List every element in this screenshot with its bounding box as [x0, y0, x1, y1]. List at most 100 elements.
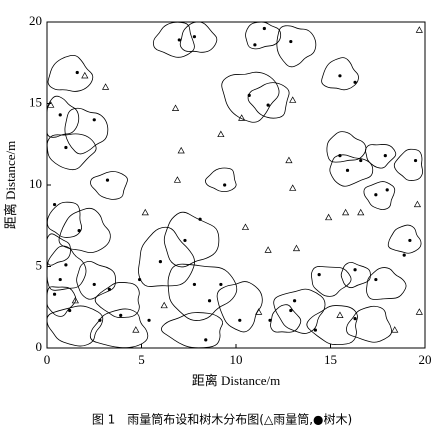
rain-gauge-marker	[141, 208, 149, 216]
tree-marker	[345, 168, 350, 172]
tree-marker	[204, 338, 208, 342]
crown-outline	[163, 211, 220, 268]
crown-outline	[89, 308, 149, 349]
rain-gauge-marker	[285, 156, 293, 164]
tree-marker	[52, 292, 57, 296]
crown-outline	[94, 282, 140, 318]
tree-marker	[238, 318, 242, 322]
tree-marker	[107, 287, 111, 291]
crown-outline	[363, 181, 396, 210]
crown-outline	[46, 201, 83, 238]
crown-outline	[340, 261, 371, 289]
crown-outline	[90, 171, 128, 200]
rain-gauge-marker	[238, 114, 246, 121]
rain-gauge-marker	[81, 71, 89, 79]
rain-gauge-marker	[289, 184, 297, 191]
rain-gauge-marker	[336, 311, 344, 318]
tree-marker	[262, 26, 266, 31]
tree-marker	[64, 263, 68, 267]
tree-marker	[317, 273, 321, 277]
tree-marker	[183, 238, 187, 243]
crown-outline	[245, 21, 282, 50]
tree-marker	[359, 158, 363, 163]
crown-outline	[64, 107, 109, 155]
tree-marker	[338, 74, 342, 78]
tree-marker	[52, 202, 57, 207]
rain-gauge-marker	[171, 104, 180, 111]
x-tick-label: 0	[44, 352, 51, 367]
rain-gauge-marker	[132, 326, 140, 333]
crown-outline	[276, 25, 317, 68]
tree-marker	[313, 328, 317, 332]
tree-marker	[353, 317, 357, 321]
rain-gauge-marker	[160, 301, 168, 309]
tree-marker	[105, 178, 110, 182]
crown-outline	[46, 245, 87, 291]
crown-outline	[46, 233, 71, 266]
tree-marker	[219, 282, 223, 287]
tree-marker	[158, 260, 162, 264]
tree-marker	[58, 113, 62, 117]
crown-outline	[366, 267, 407, 300]
rain-gauge-marker	[357, 208, 365, 216]
crown-outline	[346, 305, 393, 343]
crown-outline	[152, 21, 195, 58]
crown-outline	[76, 260, 117, 300]
rain-gauge-marker	[264, 246, 272, 253]
x-tick-label: 20	[419, 352, 432, 367]
rain-gauge-marker	[391, 326, 399, 333]
tree-marker	[58, 277, 62, 282]
crown-outline	[270, 304, 302, 333]
rain-gauge-marker	[413, 200, 422, 208]
crown-outline	[247, 82, 290, 119]
tree-marker	[408, 238, 412, 243]
crown-outline	[179, 21, 218, 53]
tree-marker	[292, 299, 297, 303]
crown-outline	[387, 224, 422, 254]
rain-gauge-marker	[177, 146, 185, 154]
rain-gauge-marker	[217, 130, 225, 138]
tree-marker	[268, 318, 272, 322]
crown-outline	[306, 305, 358, 346]
tree-marker	[98, 318, 102, 322]
tree-marker	[192, 35, 197, 39]
crown-outline	[167, 263, 238, 321]
crown-outline	[310, 266, 352, 297]
tree-marker	[177, 38, 181, 42]
crown-outline	[47, 54, 94, 92]
tree-marker	[383, 154, 387, 158]
x-tick-label: 10	[230, 352, 243, 367]
rain-gauge-marker	[289, 96, 297, 103]
tree-marker	[147, 318, 151, 322]
rain-gauge-marker	[325, 213, 333, 221]
tree-marker	[68, 308, 72, 313]
tree-marker	[77, 229, 81, 233]
rain-gauge-marker	[342, 208, 350, 216]
crown-outline	[326, 131, 367, 163]
y-tick-label: 20	[29, 13, 42, 28]
tree-marker	[247, 93, 251, 97]
y-tick-label: 10	[29, 176, 42, 191]
tree-marker	[64, 145, 68, 150]
tree-marker	[374, 277, 378, 282]
rain-gauge-marker	[255, 308, 263, 315]
tree-marker	[374, 193, 378, 197]
x-tick-label: 15	[324, 352, 337, 367]
tree-marker	[198, 217, 202, 221]
tree-marker	[92, 282, 96, 287]
y-axis-label: 距离 Distance/m	[3, 141, 18, 229]
rain-gauge-marker	[292, 244, 301, 252]
tree-marker	[253, 43, 257, 47]
crown-outline	[365, 144, 397, 169]
y-tick-label: 5	[36, 257, 43, 272]
tree-marker	[266, 103, 270, 107]
tree-marker	[385, 188, 389, 192]
rain-gauge-marker	[415, 26, 423, 33]
tree-marker	[223, 183, 227, 187]
tree-marker	[75, 70, 79, 75]
crown-outline	[321, 57, 359, 91]
tree-marker	[92, 118, 96, 122]
crown-outline	[329, 154, 374, 187]
rain-gauge-marker	[415, 308, 423, 315]
crown-outline	[46, 133, 97, 171]
